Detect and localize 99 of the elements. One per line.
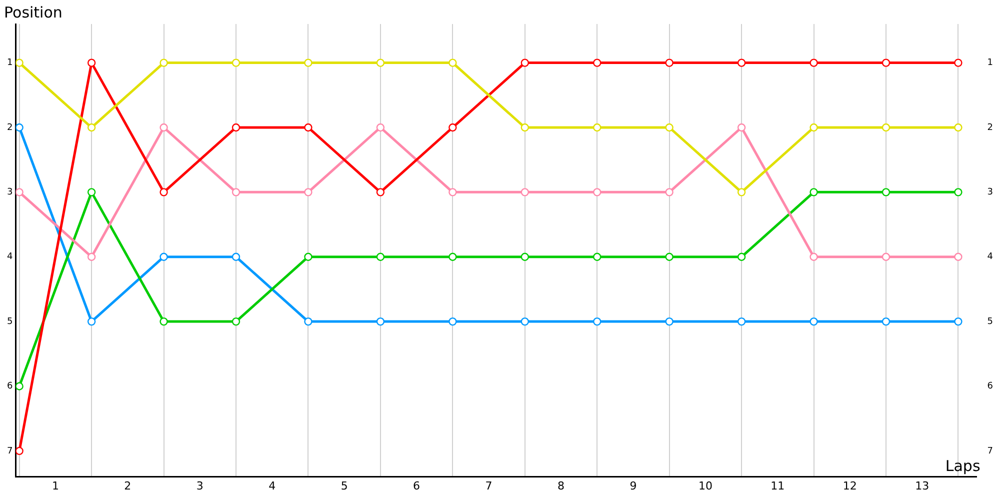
- y2-tick-label: 2: [987, 122, 994, 133]
- point: [448, 58, 457, 67]
- point: [882, 188, 890, 196]
- point: [665, 317, 674, 326]
- point: [16, 446, 24, 456]
- point: [16, 382, 24, 390]
- y-tick-label: 2: [6, 122, 13, 133]
- x-tick-label: 4: [268, 479, 276, 492]
- point: [665, 188, 674, 196]
- point: [376, 123, 385, 132]
- point: [810, 188, 818, 196]
- point: [160, 188, 168, 196]
- point: [87, 123, 96, 132]
- point: [448, 123, 457, 132]
- x-tick-label: 2: [124, 479, 132, 492]
- point: [593, 123, 602, 132]
- point: [232, 317, 240, 326]
- x-tick-label: 11: [770, 479, 785, 492]
- point: [882, 58, 890, 67]
- point: [448, 317, 457, 326]
- point: [304, 58, 312, 67]
- y-tick-label: 1: [6, 58, 13, 68]
- x-tick-label: 8: [558, 479, 564, 492]
- point: [810, 123, 818, 132]
- point: [304, 317, 312, 326]
- x-tick-label: 10: [698, 479, 712, 492]
- y-tick-label: 7: [6, 446, 13, 456]
- point: [232, 252, 240, 261]
- point: [737, 123, 746, 132]
- point: [882, 123, 890, 132]
- y2-tick-label: 7: [987, 446, 994, 456]
- point: [593, 252, 602, 261]
- point: [882, 317, 890, 326]
- point: [160, 252, 168, 261]
- point: [232, 58, 240, 67]
- point: [376, 58, 385, 67]
- point: [160, 123, 168, 132]
- y2-tick-label: 3: [987, 188, 994, 198]
- point: [810, 58, 818, 67]
- point: [304, 123, 312, 132]
- point: [737, 252, 746, 261]
- point: [232, 123, 240, 132]
- y-tick-label: 3: [6, 188, 13, 198]
- point: [160, 58, 168, 67]
- point: [448, 188, 457, 196]
- point: [87, 252, 96, 261]
- point: [520, 188, 529, 196]
- y2-tick-label: 4: [987, 252, 994, 262]
- point: [520, 252, 529, 261]
- point: [520, 317, 529, 326]
- point: [16, 58, 24, 67]
- x-tick-label: 6: [413, 479, 420, 492]
- point: [737, 188, 746, 196]
- point: [87, 188, 96, 196]
- point: [448, 252, 457, 261]
- x-tick-label: 7: [485, 479, 492, 492]
- y2-tick-label: 1: [987, 58, 994, 68]
- point: [520, 123, 529, 132]
- point: [16, 123, 24, 132]
- point: [376, 252, 385, 261]
- point: [16, 188, 24, 196]
- point: [593, 188, 602, 196]
- point: [376, 317, 385, 326]
- point: [665, 58, 674, 67]
- x-axis-title: Laps: [945, 457, 980, 476]
- x-tick-label: 13: [915, 479, 930, 492]
- y-tick-label: 6: [6, 382, 13, 392]
- x-tick-label: 1: [52, 479, 59, 492]
- point: [304, 252, 312, 261]
- point: [954, 317, 962, 326]
- y2-tick-label: 6: [987, 382, 994, 392]
- point: [810, 317, 818, 326]
- point: [810, 252, 818, 261]
- point: [160, 317, 168, 326]
- point: [954, 188, 962, 196]
- x-tick-label: 9: [630, 479, 637, 492]
- y2-tick-label: 5: [987, 316, 994, 327]
- point: [665, 123, 674, 132]
- x-tick-label: 5: [340, 479, 348, 492]
- y-tick-label: 4: [6, 252, 13, 262]
- point: [304, 188, 312, 196]
- point: [593, 317, 602, 326]
- point: [882, 252, 890, 261]
- point: [520, 58, 529, 67]
- point: [87, 58, 96, 67]
- point: [593, 58, 602, 67]
- x-tick-label: 12: [842, 479, 857, 492]
- point: [954, 252, 962, 261]
- point: [954, 123, 962, 132]
- point: [737, 58, 746, 67]
- x-tick-label: 3: [196, 479, 204, 492]
- point: [737, 317, 746, 326]
- y-tick-label: 5: [6, 316, 13, 327]
- point: [665, 252, 674, 261]
- y-axis-title: Position: [4, 3, 62, 22]
- point: [376, 188, 385, 196]
- point: [232, 188, 240, 196]
- point: [954, 58, 962, 67]
- point: [87, 317, 96, 326]
